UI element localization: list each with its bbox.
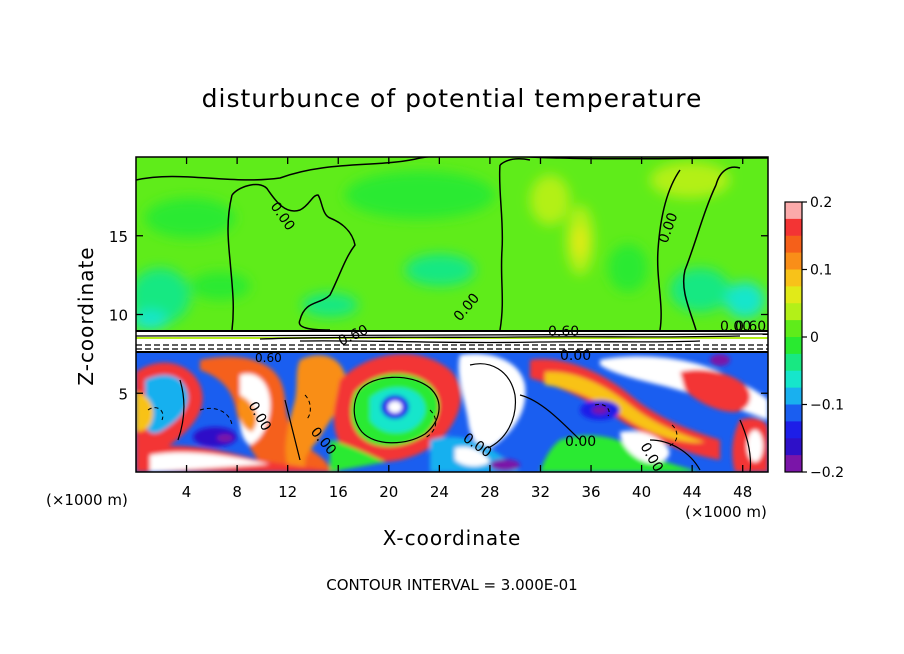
colorbar-swatch (785, 404, 802, 422)
colorbar-swatch (785, 269, 802, 287)
colorbar-swatch (785, 303, 802, 321)
colorbar-swatch (785, 455, 802, 473)
x-tick-label: 48 (733, 483, 752, 501)
x-unit-right: (×1000 m) (685, 503, 767, 521)
x-tick-label: 4 (182, 483, 192, 501)
colorbar-swatch (785, 337, 802, 355)
chart-title: disturbunce of potential temperature (201, 84, 703, 113)
x-unit-left: (×1000 m) (46, 491, 128, 509)
negative-contours (147, 394, 678, 447)
x-tick-label: 44 (683, 483, 702, 501)
x-tick-label: 28 (480, 483, 499, 501)
x-tick-label: 16 (329, 483, 348, 501)
colorbar-swatch (785, 320, 802, 338)
contour-lines (136, 157, 768, 331)
y-axis: 5 10 15 (109, 228, 768, 403)
colorbar-tick-label: 0.2 (810, 195, 832, 211)
heatmap-field: 0.00 0.00 0.00 0.00 0.00 0.00 0.00 0.00 … (136, 157, 768, 472)
inversion-contours (136, 330, 768, 353)
x-tick-label: 8 (232, 483, 242, 501)
colorbar-swatch (785, 370, 802, 389)
contour-label: 0.60 (735, 319, 766, 335)
y-axis-label: Z-coordinate (74, 246, 98, 386)
contour-label: 0.00 (560, 348, 591, 364)
colorbar-swatch (785, 353, 802, 372)
x-tick-label: 12 (278, 483, 297, 501)
colorbar: 0.2 0.1 0 −0.1 −0.2 (784, 195, 844, 481)
colorbar-tick-label: 0 (810, 330, 819, 346)
colorbar-swatch (785, 252, 802, 270)
colorbar-swatch (785, 202, 802, 220)
contour-interval: CONTOUR INTERVAL = 3.000E-01 (326, 576, 578, 594)
x-tick-label: 32 (531, 483, 550, 501)
colorbar-swatch (785, 235, 802, 254)
y-tick-label: 5 (118, 385, 128, 403)
colorbar-swatch (785, 286, 802, 304)
contour-label: 0.60 (255, 351, 282, 365)
x-tick-label: 40 (632, 483, 651, 501)
turbulence-contours (177, 363, 752, 472)
contour-label: 0.60 (548, 324, 579, 340)
colorbar-tick-label: −0.1 (810, 398, 844, 414)
x-tick-label: 20 (379, 483, 398, 501)
contour-label: 0.00 (720, 319, 751, 335)
x-axis-label: X-coordinate (382, 526, 522, 550)
colorbar-tick-label: −0.2 (810, 465, 844, 481)
colorbar-swatch (785, 421, 802, 439)
colorbar-swatch (785, 218, 802, 237)
x-tick-label: 24 (430, 483, 449, 501)
colorbar-swatch (785, 387, 802, 405)
colorbar-swatch (785, 438, 802, 456)
x-axis: 4 8 12 16 20 24 28 32 36 40 44 48 (182, 157, 752, 501)
y-tick-label: 10 (109, 307, 128, 325)
y-tick-label: 15 (109, 228, 128, 246)
contour-label: 0.00 (565, 434, 596, 450)
colorbar-tick-label: 0.1 (810, 263, 832, 279)
x-tick-label: 36 (581, 483, 600, 501)
